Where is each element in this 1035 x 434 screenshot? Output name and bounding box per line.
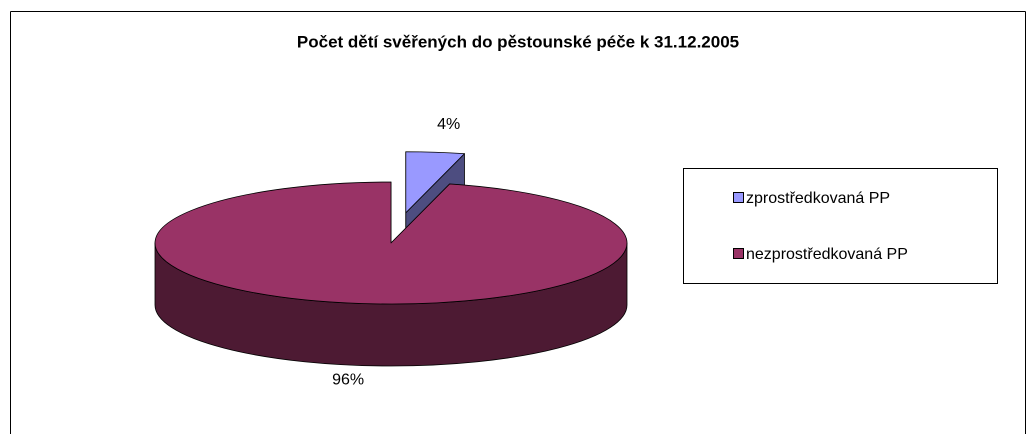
legend-label: zprostředkovaná PP <box>746 190 890 207</box>
pie-slice <box>154 181 628 305</box>
legend-label: nezprostředkovaná PP <box>746 246 908 263</box>
data-label: 96% <box>332 372 364 389</box>
pie-slice <box>405 151 465 214</box>
data-label: 4% <box>437 116 460 133</box>
chart-title: Počet dětí svěřených do pěstounské péče … <box>297 32 739 51</box>
legend <box>683 168 998 284</box>
legend-swatch <box>733 248 744 259</box>
legend-swatch <box>733 192 744 203</box>
